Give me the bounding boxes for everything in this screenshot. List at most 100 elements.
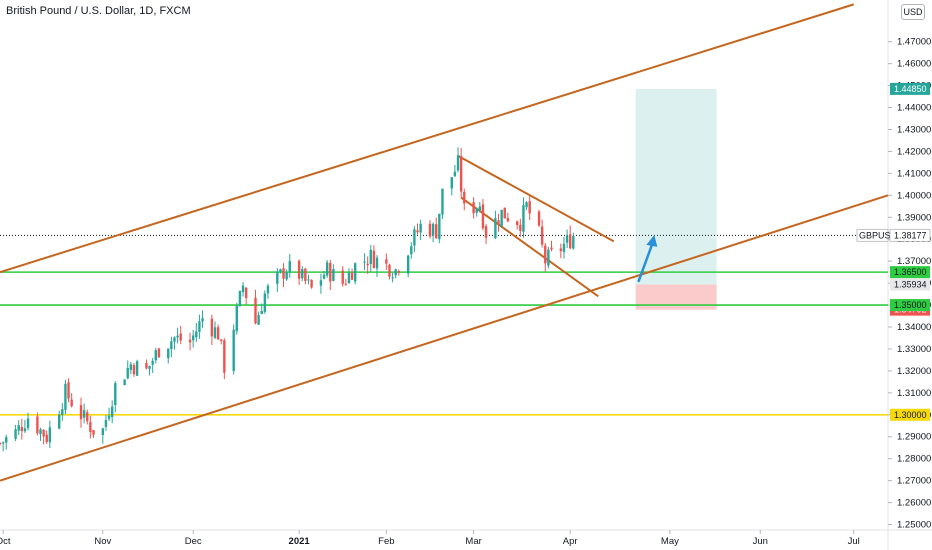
candle-body	[1, 442, 5, 444]
y-tick-label: 1.37000	[897, 256, 931, 267]
candle-body	[459, 155, 463, 192]
candle-body	[522, 205, 525, 232]
candle-body	[435, 224, 438, 239]
position-loss-zone	[635, 284, 717, 310]
candle-body	[297, 260, 301, 279]
candle-body	[110, 406, 114, 418]
candle-body	[310, 279, 313, 288]
price-label-badge	[889, 228, 931, 242]
candle-body	[319, 280, 323, 286]
y-tick-label: 1.46000	[897, 59, 931, 70]
candle-body	[475, 208, 478, 213]
candle-body	[238, 291, 242, 306]
y-tick-label: 1.43000	[897, 124, 931, 135]
candle-body	[375, 257, 379, 269]
candle-body	[540, 226, 544, 245]
candle-body	[559, 248, 563, 252]
candle-body	[241, 285, 245, 293]
candle-body	[363, 261, 366, 263]
candle-body	[347, 272, 351, 284]
candle-body	[216, 327, 220, 340]
symbol-tag	[856, 228, 889, 242]
level-label-text: 1.35000	[894, 300, 927, 310]
candle-body	[544, 245, 547, 264]
candle-body	[369, 249, 372, 264]
candle-body	[179, 333, 182, 341]
candle-body	[481, 204, 485, 229]
candle-body	[173, 337, 176, 342]
y-tick-label: 1.31000	[897, 388, 931, 399]
y-tick-label: 1.42000	[897, 146, 931, 157]
candle-body	[201, 318, 204, 322]
currency-button[interactable]: USD	[901, 4, 925, 20]
candle-body	[39, 429, 42, 435]
candle-body	[195, 331, 198, 338]
y-tick-label: 1.34000	[897, 322, 931, 333]
candle-body	[288, 261, 291, 272]
level-label-text: 1.36500	[894, 267, 927, 277]
candle-body	[260, 310, 263, 314]
candle-body	[572, 236, 575, 249]
y-tick-label: 1.27000	[897, 476, 931, 487]
y-tick-label: 1.26000	[897, 498, 931, 509]
candle-body	[304, 268, 307, 281]
chart-title: British Pound / U.S. Dollar, 1D, FXCM	[6, 5, 191, 17]
candle-body	[104, 420, 108, 427]
candle-body	[282, 268, 285, 279]
candle-body	[385, 259, 388, 264]
candle-body	[276, 271, 279, 284]
level-label-badge	[890, 299, 930, 312]
candle-body	[26, 418, 30, 429]
candle-body	[92, 429, 95, 435]
x-tick-label: Nov	[94, 536, 111, 547]
candle-body	[416, 230, 419, 233]
y-tick-label: 1.44000	[897, 103, 931, 114]
candle-body	[151, 360, 154, 365]
y-tick-label: 1.28000	[897, 454, 931, 465]
candle-body	[413, 229, 416, 246]
candle-body	[497, 220, 500, 225]
candle-body	[366, 263, 369, 266]
candle-body	[301, 269, 304, 279]
x-tick-label: Jul	[848, 536, 860, 547]
candle-body	[332, 268, 335, 281]
candle-body	[232, 329, 235, 371]
level-label-badge	[890, 266, 930, 279]
price-label-text: 1.44850	[894, 84, 927, 94]
candle-body	[5, 437, 8, 443]
candle-body	[198, 321, 201, 332]
candle-body	[170, 341, 173, 350]
candle-body	[419, 223, 422, 233]
candle-body	[406, 255, 410, 274]
candle-body	[441, 188, 444, 215]
candle-body	[354, 263, 357, 282]
y-tick-label: 1.39000	[897, 212, 931, 223]
candle-body	[463, 191, 466, 204]
candle-body	[494, 218, 497, 239]
candle-body	[58, 414, 61, 429]
candle-body	[61, 409, 64, 416]
candle-body	[167, 348, 170, 359]
candle-body	[537, 211, 541, 226]
price-label-text: 1.38177	[894, 230, 927, 240]
candle-body	[145, 363, 148, 369]
candle-body	[82, 410, 86, 418]
candle-body	[350, 272, 354, 280]
candle-body	[191, 335, 195, 341]
candle-body	[547, 249, 550, 266]
candle-body	[64, 383, 67, 410]
candle-body	[188, 339, 192, 343]
candle-body	[0, 443, 2, 445]
candle-body	[36, 416, 39, 434]
candle-body	[394, 269, 397, 276]
x-tick-label: Feb	[378, 536, 394, 547]
candle-body	[450, 177, 453, 189]
candle-body	[325, 262, 329, 276]
candle-body	[525, 202, 528, 208]
x-tick-label: 2021	[289, 536, 311, 547]
candle-body	[322, 274, 326, 279]
candles-group	[0, 147, 575, 452]
candle-body	[528, 201, 531, 214]
candle-body	[456, 155, 460, 171]
